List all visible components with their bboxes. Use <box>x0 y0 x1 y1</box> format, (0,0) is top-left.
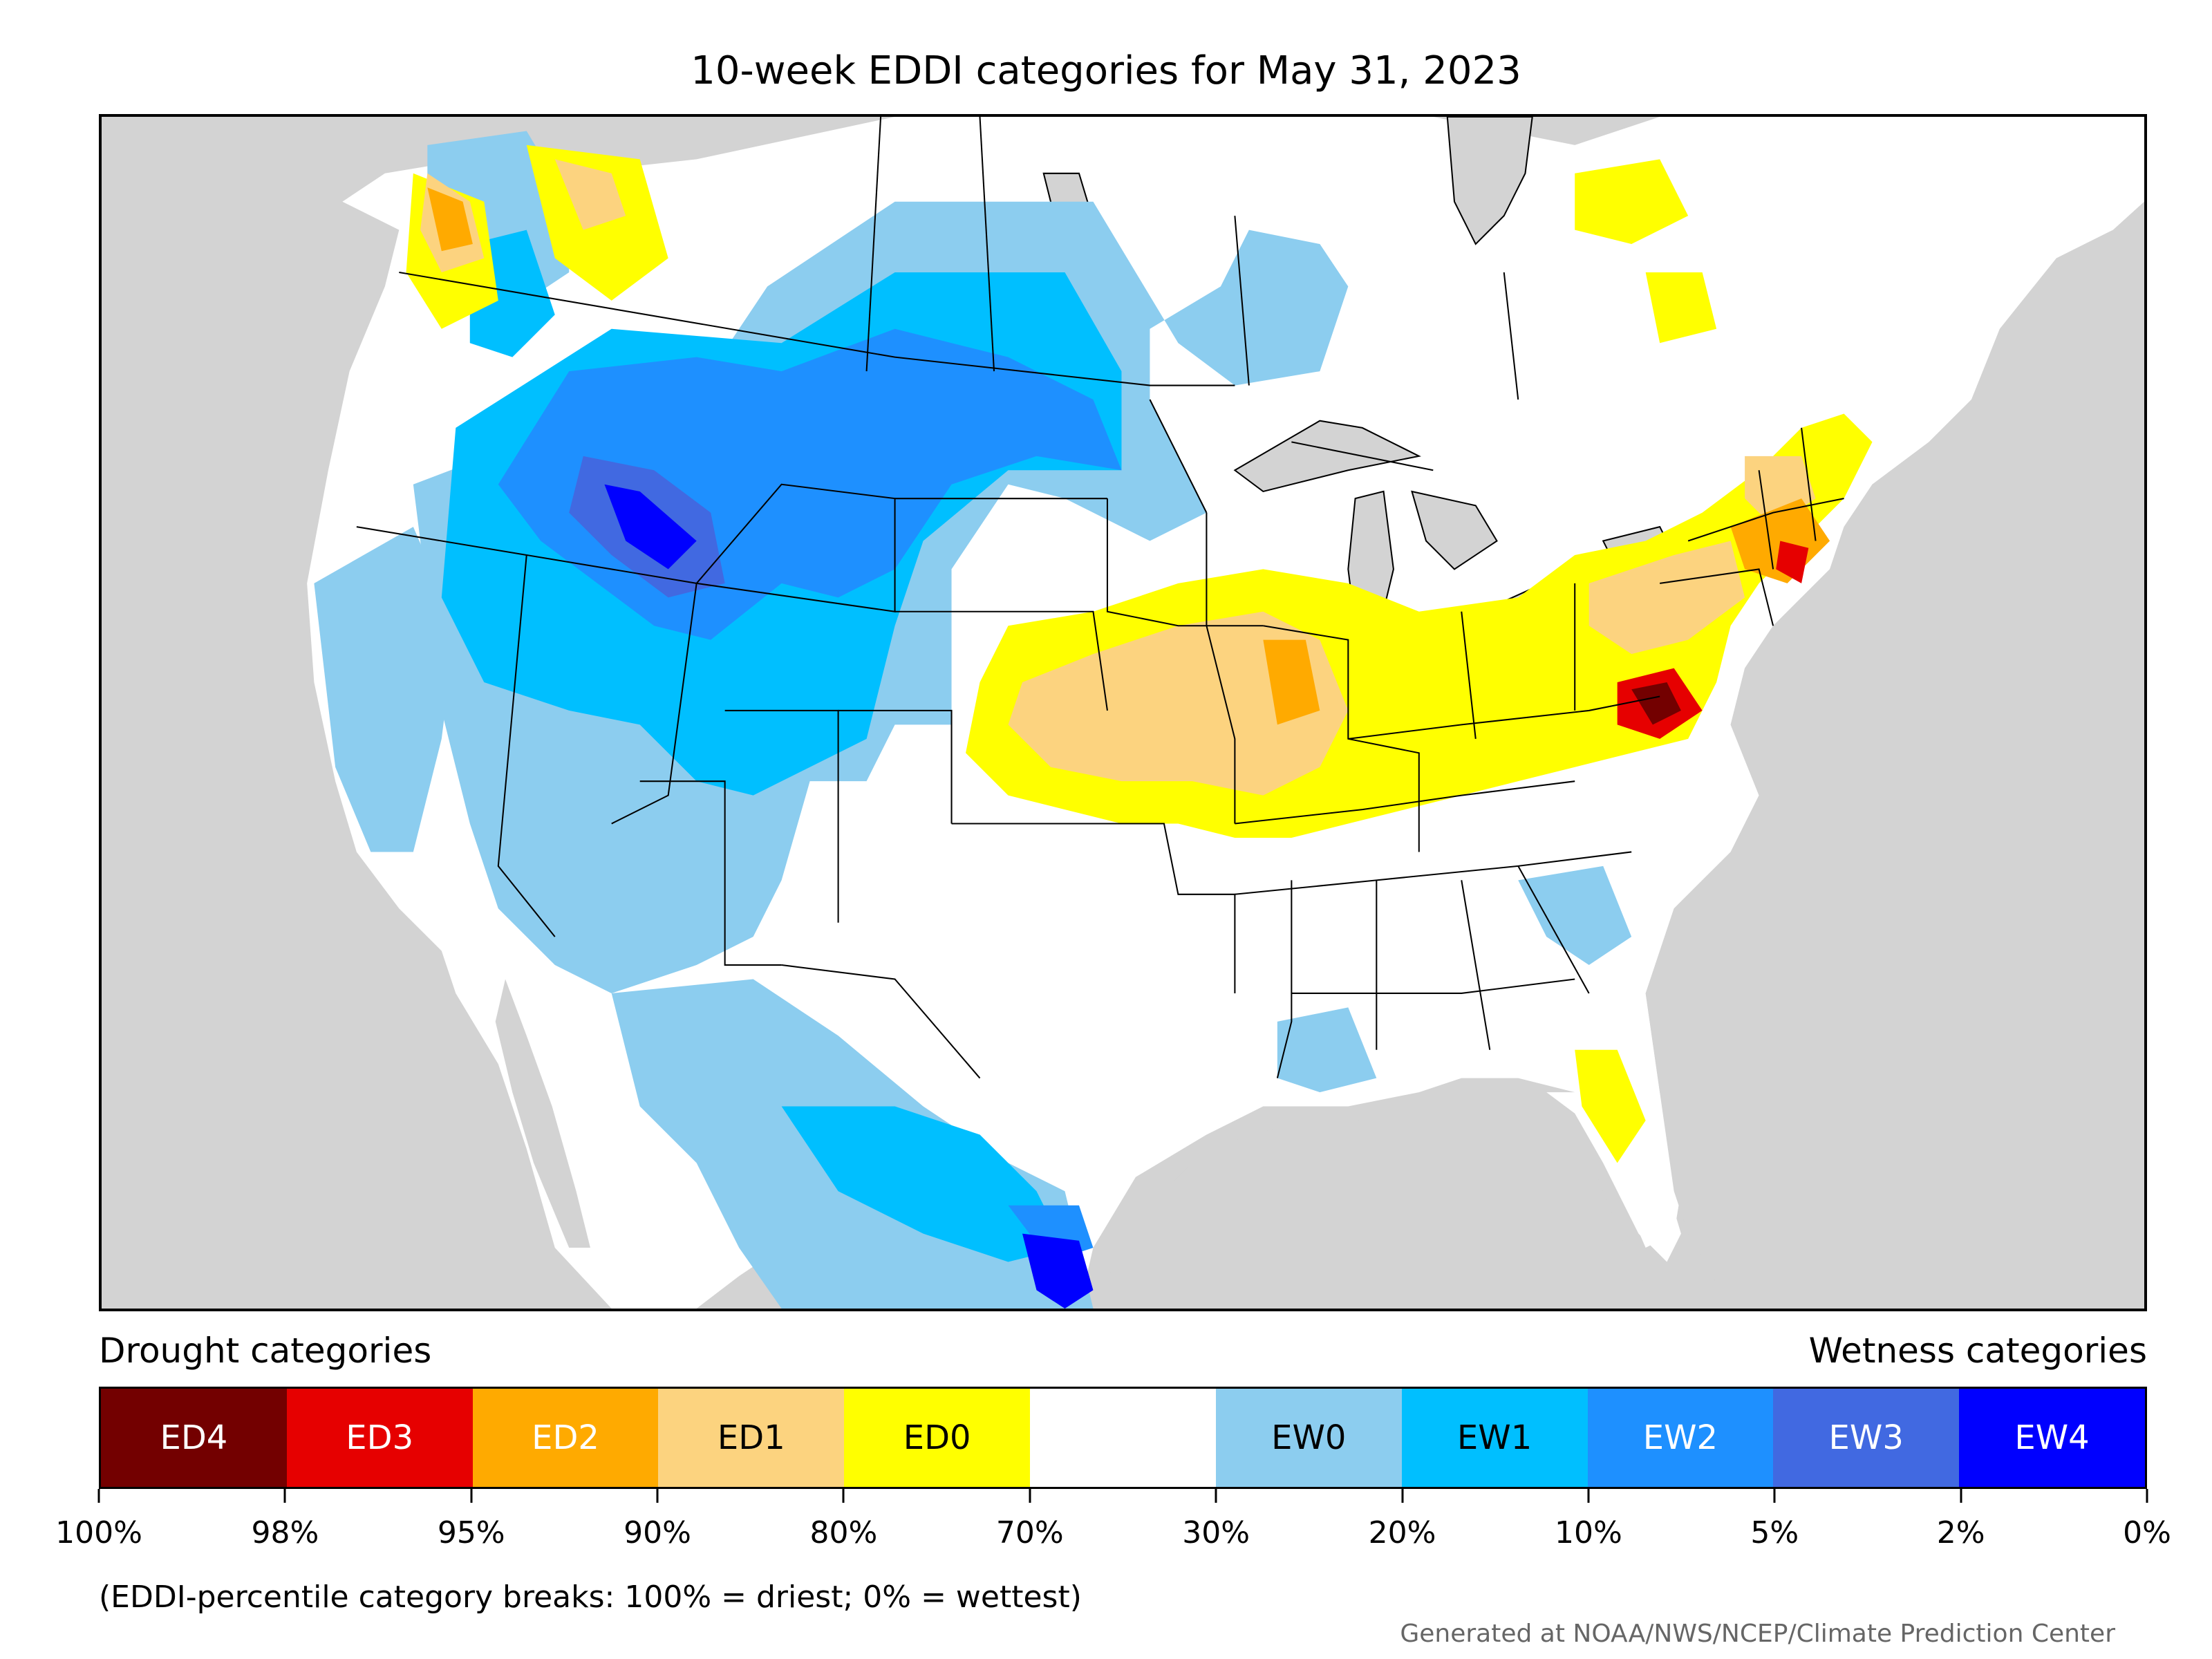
tick-mark <box>656 1489 659 1503</box>
wetness-regions <box>314 131 1632 1309</box>
category-breaks-note: (EDDI-percentile category breaks: 100% =… <box>99 1580 1082 1615</box>
percentile-ticks: 100% 98% 95% 90% 80% 70% 30% 20% 10% 5% 2% 0% <box>55 1489 2171 1550</box>
gulf-of-california <box>495 979 590 1248</box>
colorbar-cell-ew1: EW1 <box>1401 1389 1588 1487</box>
tick-mark <box>842 1489 845 1503</box>
tick-label: 0% <box>2123 1515 2171 1550</box>
tick-label: 95% <box>437 1515 505 1550</box>
tick-mark <box>97 1489 100 1503</box>
atlantic-ocean <box>1645 201 2144 1309</box>
category-colorbar: ED4 ED3 ED2 ED1 ED0 EW0 EW1 EW2 EW3 EW4 <box>99 1387 2147 1489</box>
tick-mark <box>1773 1489 1776 1503</box>
florida <box>1546 1092 1681 1262</box>
tick-label: 30% <box>1182 1515 1250 1550</box>
colorbar-cell-ed1: ED1 <box>658 1389 845 1487</box>
boundaries <box>356 117 1844 1079</box>
colorbar-cell-ew4: EW4 <box>1959 1389 2145 1487</box>
tick-label: 80% <box>809 1515 878 1550</box>
tick-mark <box>1401 1489 1404 1503</box>
colorbar-cell-ew0: EW0 <box>1215 1389 1402 1487</box>
tick-mark <box>2146 1489 2148 1503</box>
tick-label: 5% <box>1750 1515 1799 1550</box>
tick-label: 20% <box>1368 1515 1436 1550</box>
colorbar-cell-ed4: ED4 <box>101 1389 287 1487</box>
drought-regions <box>406 144 1873 1163</box>
colorbar-cell-ed2: ED2 <box>472 1389 659 1487</box>
tick-label: 10% <box>1555 1515 1622 1550</box>
eddi-map <box>99 114 2147 1311</box>
tick-label: 90% <box>624 1515 691 1550</box>
tick-label: 98% <box>251 1515 319 1550</box>
map-title: 10-week EDDI categories for May 31, 2023 <box>691 48 1521 93</box>
eddi-map-canvas <box>307 117 2144 1309</box>
tick-mark <box>1029 1489 1031 1503</box>
tick-mark <box>283 1489 286 1503</box>
drought-categories-label: Drought categories <box>99 1331 432 1371</box>
gulf-of-mexico <box>1093 1106 1660 1309</box>
colorbar-cell-ew2: EW2 <box>1587 1389 1774 1487</box>
credit-line: Generated at NOAA/NWS/NCEP/Climate Predi… <box>1400 1620 2115 1648</box>
tick-mark <box>1960 1489 1962 1503</box>
tick-label: 100% <box>55 1515 142 1550</box>
tick-mark <box>470 1489 473 1503</box>
tick-mark <box>1587 1489 1590 1503</box>
colorbar-cell-ew3: EW3 <box>1773 1389 1960 1487</box>
tick-mark <box>1215 1489 1217 1503</box>
wetness-categories-label: Wetness categories <box>1808 1331 2147 1371</box>
colorbar-cell-none <box>1030 1389 1216 1487</box>
tick-label: 2% <box>1936 1515 1985 1550</box>
colorbar-cell-ed0: ED0 <box>844 1389 1031 1487</box>
colorbar-cell-ed3: ED3 <box>286 1389 473 1487</box>
tick-label: 70% <box>995 1515 1064 1550</box>
